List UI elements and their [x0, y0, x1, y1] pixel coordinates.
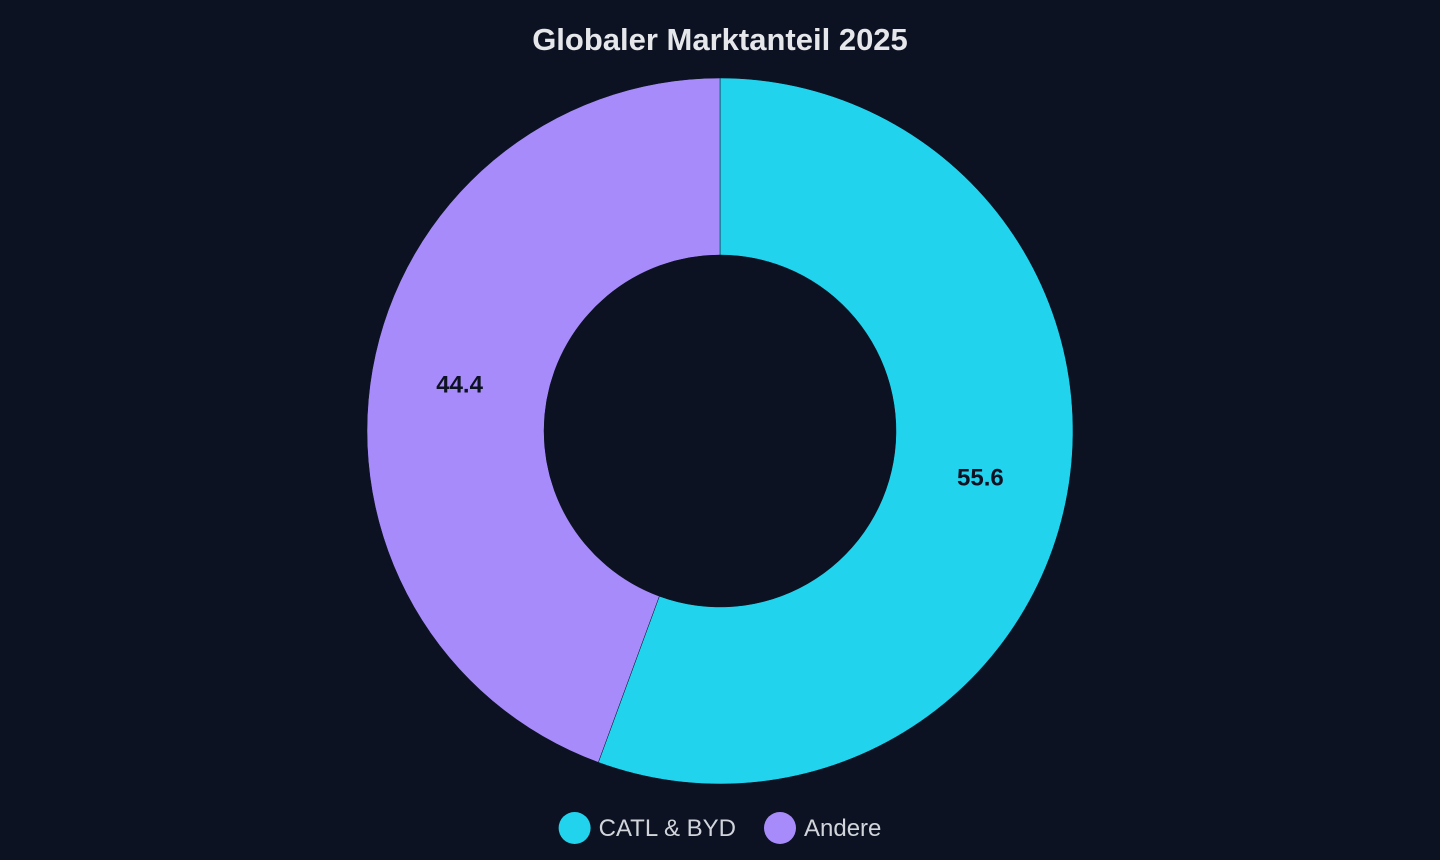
donut-slice-andere: [366, 77, 721, 763]
slice-labels: 55.6 44.4: [436, 372, 1004, 492]
donut-slices: [366, 77, 1074, 785]
legend-item-andere[interactable]: Andere: [763, 812, 881, 844]
legend-label-andere: Andere: [804, 815, 881, 842]
donut-slice-catl-byd: [598, 77, 1074, 785]
chart-legend: CATL & BYD Andere: [558, 812, 881, 844]
legend-swatch-catl-byd: [558, 812, 591, 844]
slice-value-label-andere: 44.4: [436, 372, 483, 399]
legend-label-catl-byd: CATL & BYD: [599, 815, 736, 842]
legend-swatch-andere: [763, 812, 796, 844]
chart-title: Globaler Marktanteil 2025: [532, 22, 908, 57]
legend-item-catl-byd[interactable]: CATL & BYD: [558, 812, 736, 844]
slice-value-label-catl-byd: 55.6: [957, 464, 1004, 491]
